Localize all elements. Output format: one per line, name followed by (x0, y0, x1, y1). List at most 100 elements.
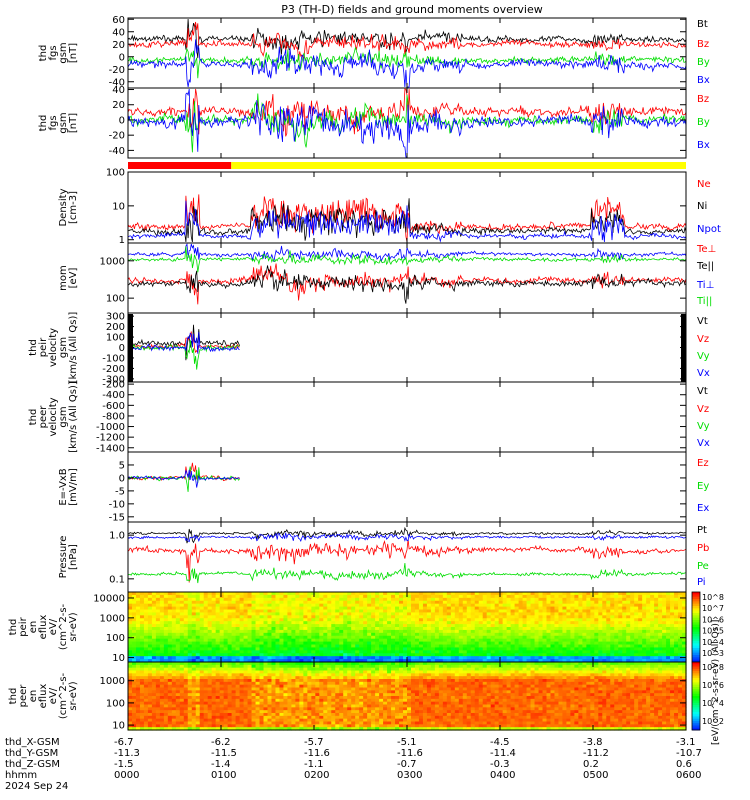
legend-entry: Vz (697, 404, 709, 415)
y-tick-label: 5 (119, 460, 125, 471)
x-axis-tick-label: -1.4 (211, 759, 231, 770)
legend-entry: Vy (697, 421, 710, 432)
colorbar-peer_eflux: 10^8 10^6 10^4 10^2[eV/(cm^2-s-sr-eV) (All … (691, 620, 724, 745)
y-axis-label: [cm-3] (68, 191, 79, 224)
y-axis-label: thd (28, 409, 39, 426)
x-axis-tick-label: 0600 (676, 770, 701, 781)
panel-peir_eflux: 10^8 10^7 10^6 10^5 10^4 10^3 10000 1000 100 10 th… (8, 591, 724, 664)
colorbar-peir_eflux: 10^8 10^7 10^6 10^5 10^4 10^3 (691, 591, 724, 663)
x-axis-tick-label: -11.2 (583, 748, 609, 759)
panel-mode_bar (128, 162, 687, 169)
series-line-density-2 (127, 200, 687, 243)
series-line-pressure-3 (127, 532, 687, 543)
x-axis-tick-label: -0.3 (490, 759, 510, 770)
series-line-peir_velocity-3 (127, 332, 240, 354)
legend-entry: Bz (697, 94, 709, 105)
colorbar-tick-label: 10^4 (702, 638, 724, 647)
legend-entry: Ne (697, 179, 711, 190)
legend-entry: Vy (697, 351, 710, 362)
series-line-fgs_gsm-1 (127, 21, 687, 61)
colorbar-tick-label: 10^6 (702, 681, 724, 690)
y-tick-label: -100 (102, 353, 125, 364)
legend-entry: Pi (697, 577, 706, 588)
x-axis-tick-label: -11.4 (490, 748, 516, 759)
panel-frame (127, 521, 687, 593)
legend-entry: Vt (697, 316, 708, 327)
x-axis-tick-label: -6.7 (114, 737, 134, 748)
y-tick-label: -40 (109, 77, 125, 88)
x-axis-tick-label: -5.7 (304, 737, 324, 748)
y-axis-label: eflux (38, 684, 49, 709)
series-line-peir_velocity-0 (127, 324, 240, 361)
panel-fgs_gsm_detail: 40 20 0 -20 -40 thd fgs gsm [nT] Bz By Bx (38, 85, 710, 159)
y-tick-label: -20 (109, 65, 125, 76)
colorbar-tick-label: 10^6 (702, 615, 724, 624)
plot-title: P3 (TH-D) fields and ground moments over… (281, 3, 543, 16)
y-tick-label: -5 (115, 486, 125, 497)
colorbar-tick-label: 10^2 (702, 717, 724, 726)
series-line-fgs_gsm-0 (127, 18, 687, 59)
panel-pressure: 1.0 0.1 Pressure [nPa] Pt Pb Pe Pi (58, 521, 709, 593)
panel-peer_velocity: -200-400-600-800-1000-1200-1400 thd peer ve… (28, 380, 710, 455)
y-tick-label: 100 (106, 698, 125, 709)
y-tick-label: -1200 (96, 433, 125, 444)
y-tick-label: 1000 (100, 613, 125, 624)
legend-entry: Te|| (696, 261, 714, 272)
colorbar-tick-label: 10^5 (702, 627, 724, 636)
legend-entry: Ni (697, 201, 707, 212)
y-tick-label: -400 (102, 390, 125, 401)
y-tick-label: 0 (119, 52, 125, 63)
series-line-pressure-0 (128, 526, 687, 544)
y-axis-label: Pressure (58, 536, 69, 579)
y-axis-label: velocity (48, 397, 59, 436)
y-tick-label: -300 (102, 374, 125, 385)
y-tick-label: 0 (119, 473, 125, 484)
x-axis-tick-label: -6.2 (211, 737, 231, 748)
legend-entry: By (697, 57, 710, 68)
y-axis-label: mom (58, 265, 69, 291)
x-axis-labels: thd_X-GSM -6.7 -6.2 -5.7 -5.1 -4.5 -3.8 -3.1 thd… (5, 737, 702, 792)
y-axis-label: peir (38, 337, 49, 357)
y-tick-label: 1 (119, 235, 125, 246)
y-axis-label: peer (18, 684, 29, 708)
x-axis-tick-label: 0400 (490, 770, 515, 781)
panel-temperature: 1000 100 mom [eV] Te⊥ Te|| Ti⊥ Ti|| (58, 242, 716, 314)
legend-entry: Vx (697, 368, 710, 379)
y-axis-label: en (28, 621, 39, 634)
series-line-pressure-1 (127, 539, 687, 583)
y-axis-label: [nT] (68, 43, 79, 63)
y-tick-label: -200 (102, 380, 125, 391)
legend-entry: Ti⊥ (696, 280, 714, 291)
date-label: 2024 Sep 24 (5, 781, 68, 792)
heatmap-peir_eflux (128, 592, 687, 663)
x-axis-row-label: thd_Z-GSM (5, 759, 60, 770)
legend-entry: Bz (697, 39, 709, 50)
y-tick-label: 10 (112, 721, 125, 732)
x-axis-tick-label: -1.5 (114, 759, 134, 770)
y-axis-label: fgs (48, 115, 59, 130)
series-line-fgs_gsm-2 (127, 47, 687, 79)
y-axis-label: fgs (48, 45, 59, 60)
y-axis-label: [nT] (68, 113, 79, 133)
colorbar-tick-label: 10^8 (702, 663, 724, 672)
x-axis-tick-label: -4.5 (490, 737, 510, 748)
legend-entry: Vx (697, 438, 710, 449)
y-tick-label: 0.1 (109, 574, 125, 585)
y-tick-label: 100 (106, 633, 125, 644)
mode-bar-segment-1 (231, 162, 687, 169)
panel-frame (127, 451, 687, 523)
y-tick-label: -1400 (96, 443, 125, 454)
y-axis-label: peer (38, 405, 49, 429)
y-tick-label: 300 (106, 312, 125, 323)
heatmap-peer_eflux (128, 662, 687, 731)
y-axis-label: thd (28, 339, 39, 356)
x-axis-tick-label: -11.3 (114, 748, 140, 759)
x-axis-tick-label: 0.6 (676, 759, 692, 770)
x-axis-tick-label: 0200 (304, 770, 329, 781)
x-axis-tick-label: -11.6 (304, 748, 330, 759)
y-tick-label: 1000 (100, 676, 125, 687)
y-tick-label: 20 (112, 100, 125, 111)
legend-entry: By (697, 117, 710, 128)
x-axis-tick-label: 0000 (114, 770, 139, 781)
